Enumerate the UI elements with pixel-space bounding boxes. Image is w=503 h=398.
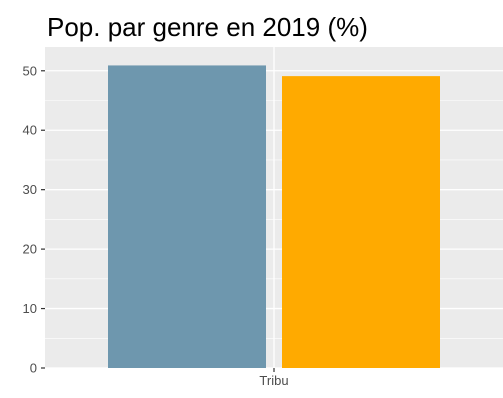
bars [108, 65, 440, 368]
y-tick-label: 30 [23, 182, 37, 197]
bar-tribu-1 [108, 65, 266, 368]
axes: 0 10 20 30 40 50 Tribu [23, 63, 289, 388]
bar-tribu-2 [282, 76, 440, 368]
y-tick-label: 20 [23, 242, 37, 257]
y-tick-label: 50 [23, 63, 37, 78]
x-tick-label: Tribu [259, 373, 288, 388]
chart-title: Pop. par genre en 2019 (%) [47, 12, 368, 42]
y-tick-label: 0 [30, 361, 37, 376]
y-tick-label: 10 [23, 301, 37, 316]
y-tick-label: 40 [23, 123, 37, 138]
